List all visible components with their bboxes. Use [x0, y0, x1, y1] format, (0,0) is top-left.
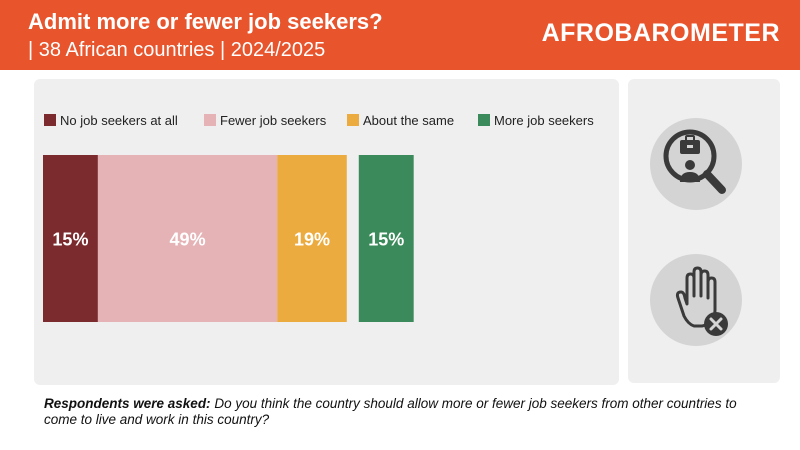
legend-item-fewer: Fewer job seekers	[204, 111, 326, 129]
legend-swatch-more	[478, 114, 490, 126]
legend-label-no-job-seekers: No job seekers at all	[60, 112, 178, 128]
legend-label-more: More job seekers	[494, 112, 594, 128]
legend-swatch-fewer	[204, 114, 216, 126]
legend-swatch-same	[347, 114, 359, 126]
chart-legend: No job seekers at all Fewer job seekers …	[44, 111, 614, 129]
page-subtitle: | 38 African countries | 2024/2025	[28, 39, 326, 61]
legend-swatch-no-job-seekers	[44, 114, 56, 126]
stop-hand-icon	[650, 254, 742, 346]
brand-logo: AFROBAROMETER	[541, 19, 780, 47]
header-banner: Admit more or fewer job seekers? | 38 Af…	[0, 0, 800, 70]
legend-label-fewer: Fewer job seekers	[220, 112, 327, 128]
icon-panel	[628, 79, 780, 383]
legend-item-more: More job seekers	[478, 111, 594, 129]
legend-label-same: About the same	[363, 112, 455, 128]
footnote-text: Do you think the country should allow mo…	[44, 396, 737, 427]
page-title: Admit more or fewer job seekers?	[28, 9, 383, 34]
footnote-lead: Respondents were asked:	[44, 396, 211, 411]
survey-question-note: Respondents were asked: Do you think the…	[44, 396, 764, 428]
legend-item-same: About the same	[347, 111, 454, 129]
job-search-icon	[650, 118, 742, 210]
legend-item-no-job-seekers: No job seekers at all	[44, 111, 178, 129]
